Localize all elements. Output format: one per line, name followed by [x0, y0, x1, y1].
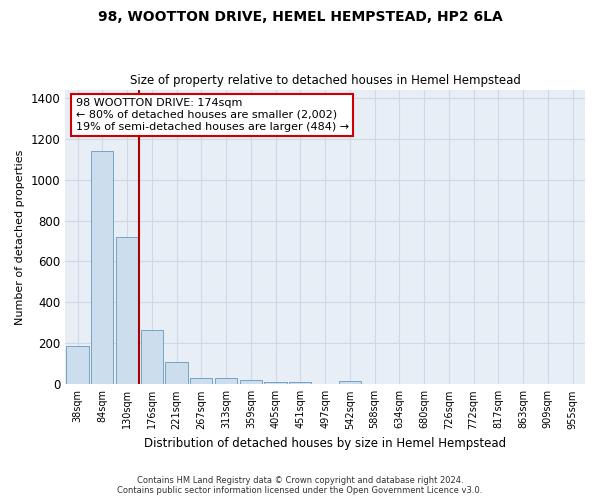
Bar [140, 330, 163, 384]
Bar [289, 382, 311, 384]
Text: 98, WOOTTON DRIVE, HEMEL HEMPSTEAD, HP2 6LA: 98, WOOTTON DRIVE, HEMEL HEMPSTEAD, HP2 … [98, 10, 502, 24]
Bar [116, 237, 138, 384]
Bar [91, 151, 113, 384]
Bar [67, 346, 89, 385]
Bar [239, 380, 262, 384]
Bar [215, 378, 237, 384]
Bar [190, 378, 212, 384]
Bar [338, 382, 361, 384]
X-axis label: Distribution of detached houses by size in Hemel Hempstead: Distribution of detached houses by size … [144, 437, 506, 450]
Text: Contains HM Land Registry data © Crown copyright and database right 2024.
Contai: Contains HM Land Registry data © Crown c… [118, 476, 482, 495]
Title: Size of property relative to detached houses in Hemel Hempstead: Size of property relative to detached ho… [130, 74, 521, 87]
Bar [265, 382, 287, 384]
Y-axis label: Number of detached properties: Number of detached properties [15, 149, 25, 324]
Bar [166, 362, 188, 384]
Text: 98 WOOTTON DRIVE: 174sqm
← 80% of detached houses are smaller (2,002)
19% of sem: 98 WOOTTON DRIVE: 174sqm ← 80% of detach… [76, 98, 349, 132]
